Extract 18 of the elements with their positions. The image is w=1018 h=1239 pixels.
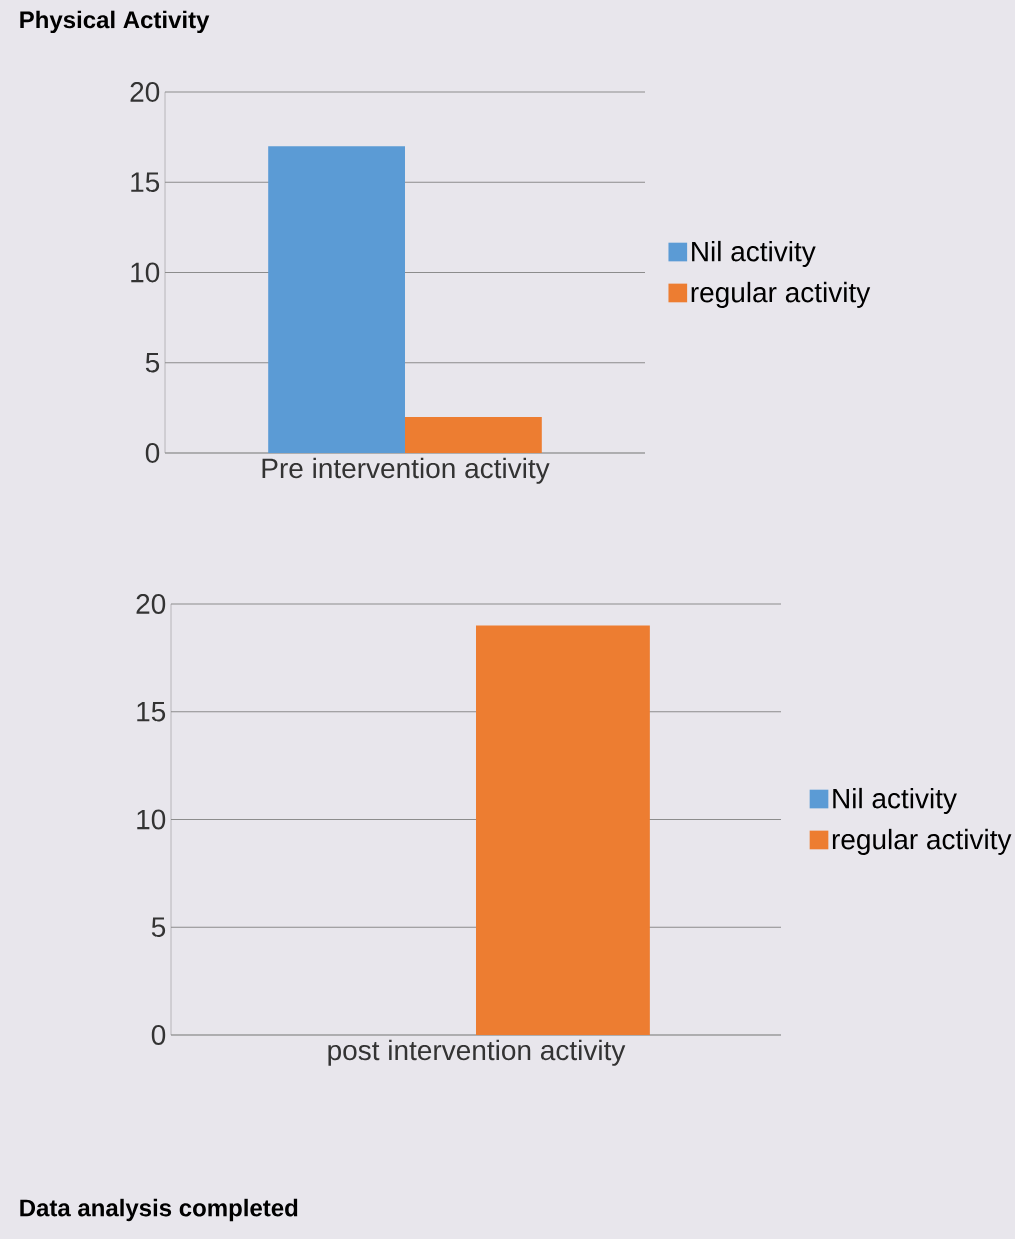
x-tick-label: Pre intervention activity xyxy=(262,457,550,484)
y-tick-label: 10 xyxy=(131,262,160,283)
y-tick-label: 20 xyxy=(130,82,160,102)
legend-label: Nil activity xyxy=(833,787,957,814)
y-tick-label: 5 xyxy=(151,917,166,938)
legend-label: Nil activity xyxy=(692,240,816,267)
y-tick-label: 5 xyxy=(145,352,160,373)
text: Data analysis completed xyxy=(20,1198,298,1222)
y-tick-label: 20 xyxy=(136,594,166,614)
legend-label: regular activity xyxy=(691,281,871,308)
y-tick-label: 0 xyxy=(151,1025,166,1045)
y-tick-label: 15 xyxy=(137,701,166,722)
y-tick-label: 15 xyxy=(131,172,160,193)
y-tick-label: 0 xyxy=(145,443,160,463)
legend-label: regular activity xyxy=(832,828,1012,855)
text: Physical Activity xyxy=(20,10,210,34)
y-tick-label: 10 xyxy=(137,809,166,830)
x-tick-label: post intervention activity xyxy=(328,1039,626,1066)
